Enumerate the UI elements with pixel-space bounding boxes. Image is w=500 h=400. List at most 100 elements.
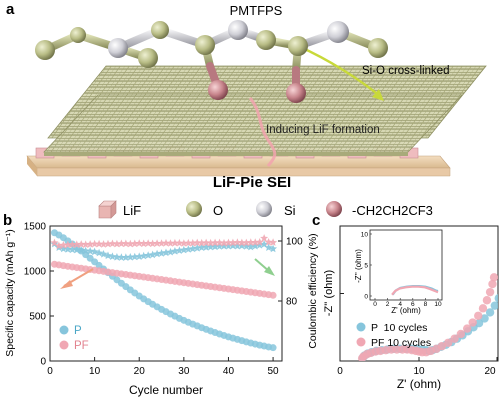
pf-efficiency-point <box>197 238 206 247</box>
pf-efficiency-point <box>86 240 95 248</box>
legend-lif-label: LiF <box>123 203 141 218</box>
p-eis-point <box>494 294 498 303</box>
pf-efficiency-point <box>202 238 211 247</box>
p-capacity-point <box>269 344 277 352</box>
inset-x-tick-label: 10 <box>434 301 442 308</box>
inset-y-axis-title: -Z'' (ohm) <box>354 249 363 283</box>
pf-efficiency-point <box>95 239 104 248</box>
p-efficiency-point <box>63 245 72 253</box>
annotation-lif: Inducing LiF formation <box>266 124 380 136</box>
y-tick-label-b: 500 <box>29 312 46 323</box>
si-o-arrow <box>297 44 381 97</box>
p-efficiency-point <box>130 252 139 261</box>
molecule-atoms <box>35 20 388 103</box>
panel-a: a PMTFPS <box>6 1 487 219</box>
pf-efficiency-point <box>99 240 108 248</box>
lif-cube-icon <box>98 200 117 219</box>
p-efficiency-point <box>117 253 126 261</box>
x-axis-title-c: Z' (ohm) <box>397 377 441 391</box>
inset-x-tick-label: 2 <box>386 301 390 308</box>
pf-efficiency-point <box>139 239 148 248</box>
pf-efficiency-point <box>81 240 90 248</box>
lif-formation-arrow <box>248 97 277 167</box>
p-eis-point <box>474 319 484 328</box>
p-efficiency-point <box>188 244 197 253</box>
pf-efficiency-point <box>170 238 179 247</box>
pf-efficiency-point <box>54 241 63 250</box>
inset-x-axis-title: Z' (ohm) <box>391 306 421 315</box>
p-efficiency-point <box>242 242 251 250</box>
p-efficiency-point <box>170 247 179 255</box>
pf-efficiency-point <box>121 239 130 248</box>
side-chain-atom-icon <box>326 201 342 217</box>
pf-efficiency-point <box>63 240 72 249</box>
inset-x-tick-label: 0 <box>373 301 377 308</box>
y2-tick-label-b: 80 <box>286 297 298 308</box>
pf-efficiency-point <box>228 238 237 247</box>
p-efficiency-point <box>224 241 233 250</box>
p-efficiency-point <box>233 241 242 250</box>
p-efficiency-point <box>260 240 269 248</box>
p-efficiency-point <box>255 241 264 249</box>
legend-p-10-cycles-marker <box>356 322 366 332</box>
marks-c <box>357 273 498 361</box>
pf-efficiency-point <box>148 239 157 248</box>
si-o-arrow-head <box>372 89 384 101</box>
p-efficiency-point <box>81 246 90 255</box>
legend-pf-marker <box>59 340 69 350</box>
pf-efficiency-point <box>108 239 117 248</box>
pf-efficiency-point <box>126 239 135 248</box>
legend-c: P 10 cycles PF 10 cycles <box>356 322 431 349</box>
legend-p-marker <box>59 325 69 335</box>
pf-efficiency-point <box>188 238 197 247</box>
pf-efficiency-point <box>77 240 86 248</box>
pf-efficiency-point <box>112 239 121 248</box>
p-efficiency-point <box>237 241 246 250</box>
x-tick-label-b: 40 <box>223 366 235 377</box>
inset-marks <box>391 284 439 296</box>
legend-pf-10-cycles-label: PF 10 cycles <box>371 337 431 349</box>
inset-y-tick-label: 5 <box>364 263 368 270</box>
p-efficiency-point <box>112 253 121 261</box>
molecule-title: PMTFPS <box>230 3 283 18</box>
p-efficiency-point <box>121 253 130 261</box>
polymer-network <box>43 65 487 156</box>
pf-efficiency-point <box>237 238 246 247</box>
panel-label-a: a <box>6 1 15 18</box>
pf-efficiency-point <box>162 238 170 247</box>
p-efficiency-point <box>135 252 144 260</box>
p-efficiency-point <box>179 245 188 254</box>
pf-efficiency-point <box>255 238 264 246</box>
p-efficiency-point <box>139 251 148 260</box>
inset-x-tick-label: 6 <box>411 301 415 308</box>
x-tick-label-b: 0 <box>47 366 53 377</box>
x-tick-label-c: 20 <box>484 366 496 377</box>
pf-efficiency-point <box>260 234 269 242</box>
pf-efficiency-point <box>117 239 126 248</box>
legend-o-label: O <box>213 203 223 218</box>
pmtfps-molecule <box>35 20 388 103</box>
p-efficiency-point <box>184 245 193 253</box>
inset-x-tick-label: 8 <box>424 301 428 308</box>
p-eis-point <box>480 314 489 323</box>
sei-title: LiF-Pie SEI <box>213 174 291 191</box>
x-tick-label-b: 10 <box>89 366 101 377</box>
p-efficiency-point <box>269 244 278 253</box>
pf-eis-point <box>488 279 497 289</box>
p-eis-point <box>485 308 495 317</box>
p-efficiency-point <box>126 253 135 261</box>
p-efficiency-point <box>197 243 206 251</box>
y-tick-label-b: 0 <box>40 357 46 368</box>
o-atom-icon <box>186 201 202 217</box>
pf-eis-point <box>485 287 495 297</box>
marks-b <box>50 229 278 352</box>
pf-efficiency-point <box>206 238 215 247</box>
inset-y-tick-label: 10 <box>361 232 369 239</box>
x-tick-label-b: 50 <box>268 366 280 377</box>
p-efficiency-point <box>157 249 166 257</box>
p-efficiency-point <box>251 241 260 250</box>
p-efficiency-point <box>246 242 255 251</box>
x-tick-label-c: 0 <box>337 366 343 377</box>
pf-eis-point <box>468 318 477 327</box>
